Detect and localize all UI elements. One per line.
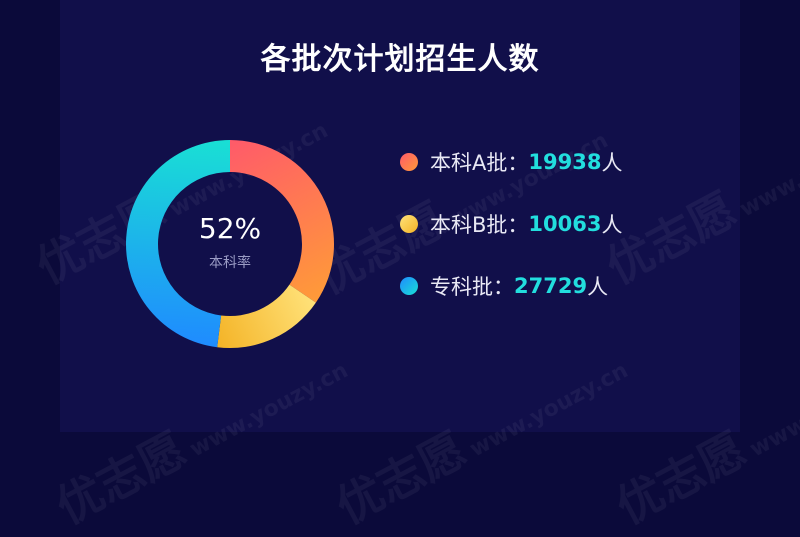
legend-value: 27729	[514, 274, 588, 298]
legend-unit: 人	[601, 213, 623, 237]
legend-unit: 人	[587, 275, 609, 299]
legend-label: 专科批	[430, 275, 493, 299]
legend-separator: ：	[507, 213, 529, 237]
donut-slice	[230, 140, 335, 303]
chart-panel	[60, 0, 740, 432]
center-label: 本科率	[209, 255, 251, 271]
donut-svg	[125, 140, 335, 348]
donut-slice	[125, 140, 230, 348]
page: 优志愿www.youzy.cn 优志愿www.youzy.cn 优志愿www.y…	[27, 0, 800, 534]
legend-unit: 人	[601, 151, 623, 175]
legend-swatch	[400, 277, 418, 295]
chart-title: 各批次计划招生人数	[260, 42, 540, 77]
legend-label: 本科A批	[430, 151, 508, 175]
legend-item: 专科批： 27729 人	[400, 270, 622, 302]
legend: 本科A批： 19938 人 本科B批： 10063 人 专科批： 27729 人	[400, 146, 622, 332]
legend-separator: ：	[507, 151, 529, 175]
legend-item: 本科A批： 19938 人	[400, 146, 622, 178]
center-value: 52%	[198, 212, 262, 245]
legend-label: 本科B批	[430, 213, 508, 237]
legend-value: 10063	[528, 212, 602, 236]
legend-swatch	[400, 153, 418, 171]
legend-separator: ：	[493, 275, 514, 299]
legend-value: 19938	[528, 150, 602, 174]
donut-chart: 52% 本科率	[124, 138, 336, 350]
legend-swatch	[400, 215, 418, 233]
legend-item: 本科B批： 10063 人	[400, 208, 622, 240]
donut-slice	[217, 284, 316, 348]
